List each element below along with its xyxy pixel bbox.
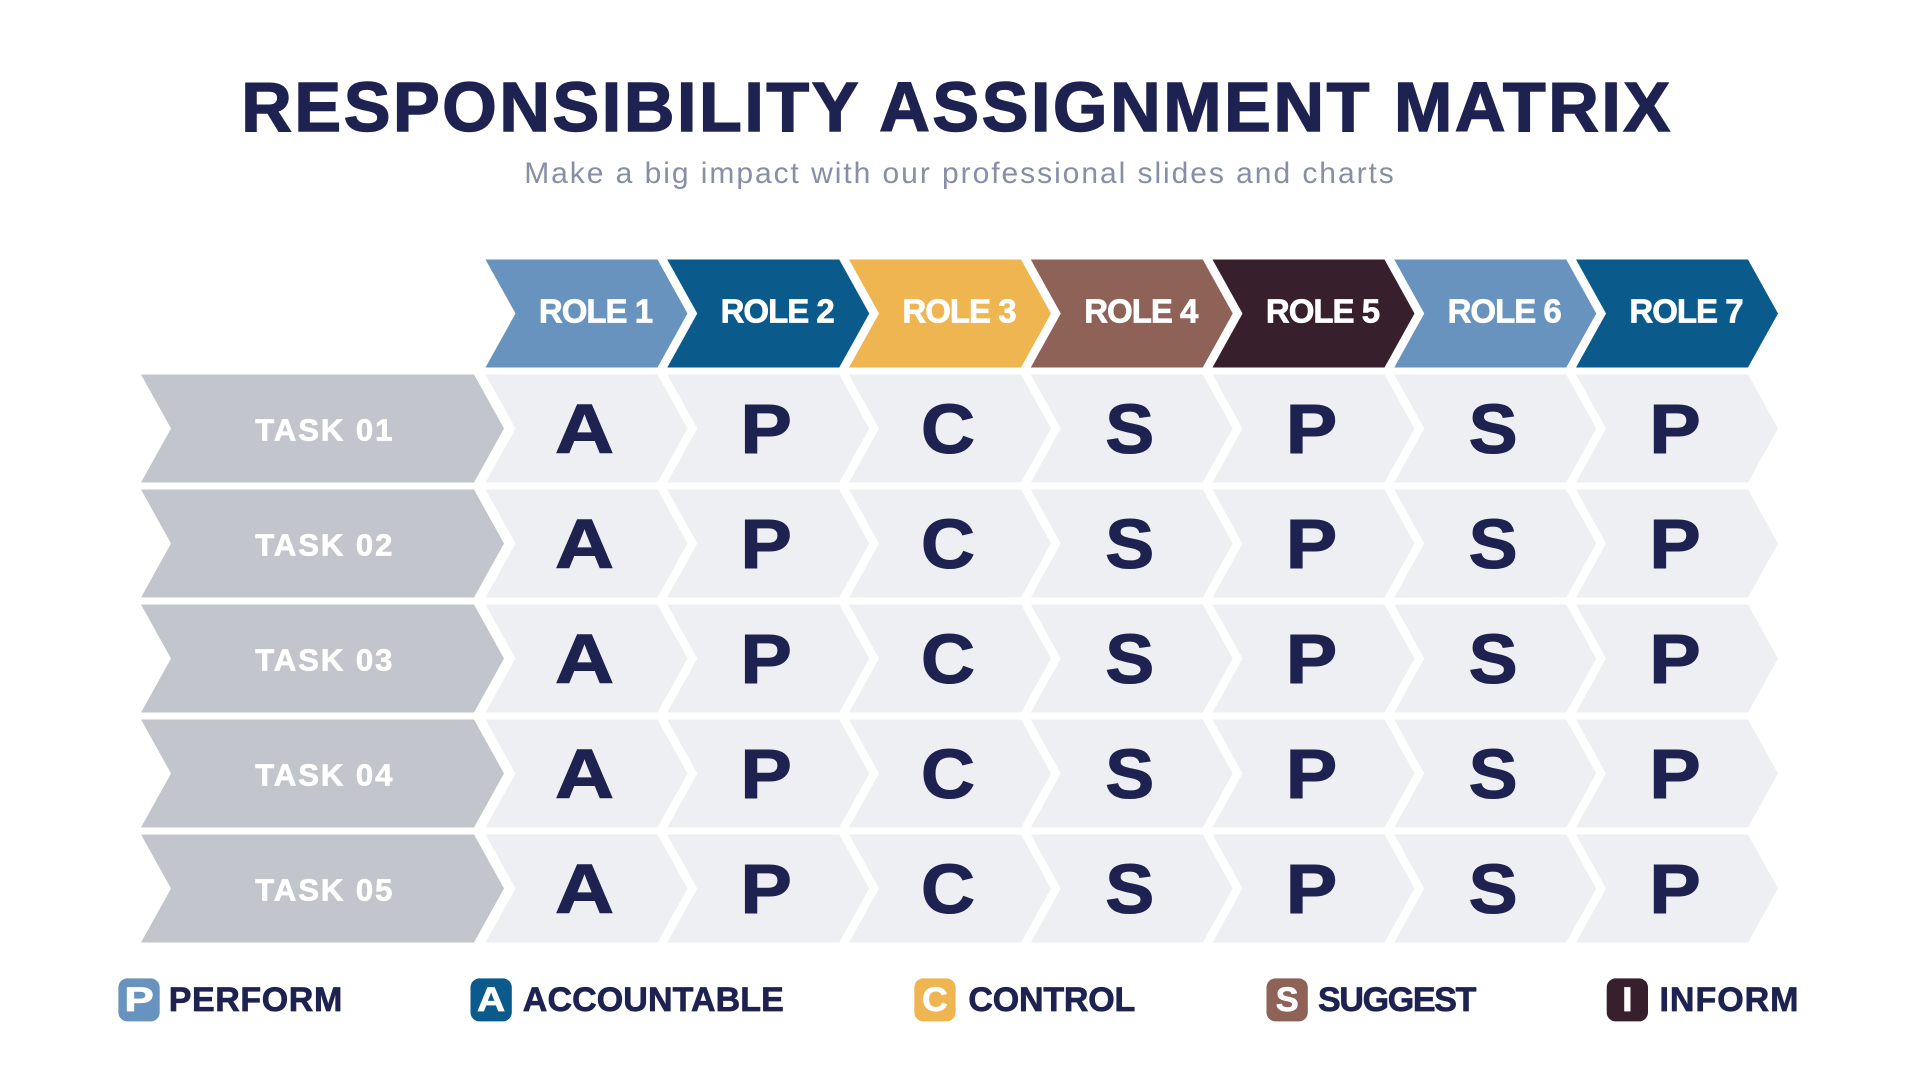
svg-text:S: S — [1105, 505, 1154, 583]
svg-text:A: A — [555, 620, 614, 698]
svg-text:P: P — [740, 505, 792, 583]
svg-text:C: C — [922, 981, 948, 1019]
svg-text:S: S — [1105, 390, 1154, 468]
svg-text:S: S — [1469, 735, 1518, 813]
svg-text:S: S — [1105, 735, 1154, 813]
svg-text:P: P — [740, 850, 792, 928]
svg-text:CONTROL: CONTROL — [968, 981, 1135, 1019]
svg-text:ACCOUNTABLE: ACCOUNTABLE — [523, 981, 784, 1019]
svg-text:C: C — [921, 505, 975, 583]
svg-text:PERFORM: PERFORM — [169, 981, 343, 1019]
svg-text:ROLE 6: ROLE 6 — [1448, 293, 1562, 330]
svg-text:ROLE 1: ROLE 1 — [539, 293, 653, 330]
svg-text:C: C — [921, 390, 975, 468]
svg-text:S: S — [1469, 390, 1518, 468]
svg-text:A: A — [555, 390, 614, 468]
svg-text:ROLE 7: ROLE 7 — [1629, 293, 1742, 330]
svg-text:TASK 05: TASK 05 — [255, 872, 394, 907]
svg-text:ROLE 2: ROLE 2 — [721, 293, 835, 330]
svg-text:P: P — [1286, 505, 1338, 583]
svg-text:P: P — [1286, 620, 1338, 698]
svg-text:A: A — [555, 505, 614, 583]
svg-text:P: P — [1649, 850, 1701, 928]
svg-text:S: S — [1469, 620, 1518, 698]
svg-text:S: S — [1105, 850, 1154, 928]
svg-text:RESPONSIBILITY ASSIGNMENT MATR: RESPONSIBILITY ASSIGNMENT MATRIX — [241, 68, 1672, 146]
svg-text:A: A — [555, 735, 614, 813]
svg-text:P: P — [740, 390, 792, 468]
svg-text:P: P — [740, 735, 792, 813]
svg-text:TASK 01: TASK 01 — [255, 412, 394, 447]
svg-text:S: S — [1469, 505, 1518, 583]
svg-text:ROLE 5: ROLE 5 — [1266, 293, 1380, 330]
svg-text:A: A — [555, 850, 614, 928]
svg-text:INFORM: INFORM — [1660, 981, 1800, 1019]
svg-text:P: P — [740, 620, 792, 698]
svg-text:TASK 04: TASK 04 — [255, 757, 394, 792]
svg-text:S: S — [1105, 620, 1154, 698]
svg-text:P: P — [1286, 850, 1338, 928]
svg-text:C: C — [921, 735, 975, 813]
svg-text:TASK 03: TASK 03 — [255, 642, 394, 677]
svg-text:P: P — [1649, 735, 1701, 813]
svg-text:S: S — [1276, 981, 1299, 1019]
svg-text:P: P — [1649, 390, 1701, 468]
svg-text:C: C — [921, 620, 975, 698]
svg-text:TASK 02: TASK 02 — [255, 527, 394, 562]
svg-text:SUGGEST: SUGGEST — [1318, 981, 1477, 1019]
svg-text:I: I — [1622, 981, 1633, 1019]
svg-text:S: S — [1469, 850, 1518, 928]
svg-text:A: A — [477, 981, 505, 1019]
svg-text:ROLE 3: ROLE 3 — [902, 293, 1016, 330]
svg-text:P: P — [1286, 735, 1338, 813]
svg-text:P: P — [124, 981, 153, 1019]
svg-text:Make a big impact with our pro: Make a big impact with our professional … — [524, 157, 1396, 190]
svg-text:P: P — [1649, 505, 1701, 583]
svg-text:P: P — [1649, 620, 1701, 698]
svg-text:ROLE 4: ROLE 4 — [1084, 293, 1199, 330]
svg-text:P: P — [1286, 390, 1338, 468]
svg-text:C: C — [921, 850, 975, 928]
